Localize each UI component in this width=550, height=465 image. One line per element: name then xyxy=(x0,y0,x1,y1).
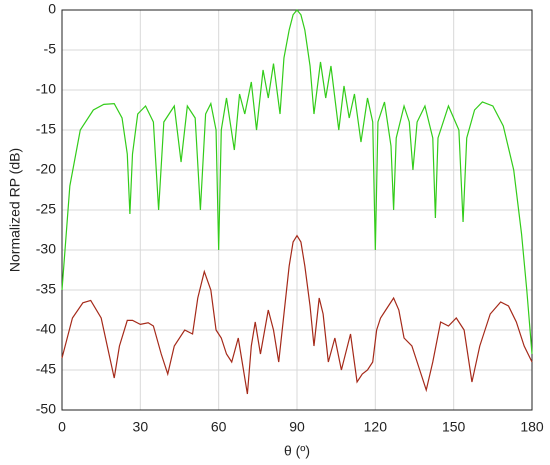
x-axis-label: θ (º) xyxy=(284,443,310,459)
x-tick-label: 0 xyxy=(58,419,66,435)
y-tick-label: -35 xyxy=(36,281,56,297)
y-tick-label: -40 xyxy=(36,321,56,337)
y-tick-label: -50 xyxy=(36,401,56,417)
y-tick-label: -10 xyxy=(36,81,56,97)
data-line xyxy=(61,9,533,355)
y-tick-label: -45 xyxy=(36,361,56,377)
x-tick-label: 180 xyxy=(520,419,544,435)
data-line xyxy=(61,234,533,395)
y-tick-label: -15 xyxy=(36,121,56,137)
x-tick-label: 30 xyxy=(133,419,149,435)
x-tick-label: 150 xyxy=(442,419,466,435)
y-axis-label: Normalized RP (dB) xyxy=(7,148,23,272)
x-tick-label: 60 xyxy=(211,419,227,435)
y-tick-label: -5 xyxy=(44,41,57,57)
y-tick-label: -25 xyxy=(36,201,56,217)
y-tick-label: -20 xyxy=(36,161,56,177)
x-tick-label: 90 xyxy=(289,419,305,435)
y-tick-label: -30 xyxy=(36,241,56,257)
x-tick-label: 120 xyxy=(364,419,388,435)
y-tick-label: 0 xyxy=(48,1,56,17)
